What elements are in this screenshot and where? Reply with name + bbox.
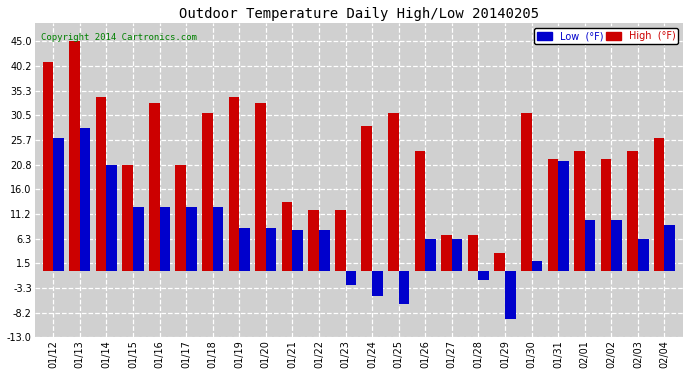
Text: Copyright 2014 Cartronics.com: Copyright 2014 Cartronics.com — [41, 33, 197, 42]
Bar — [133, 207, 144, 271]
Bar — [415, 151, 425, 271]
Bar — [399, 271, 409, 304]
Bar — [548, 159, 558, 271]
Bar — [441, 235, 452, 271]
Bar — [228, 98, 239, 271]
Bar — [601, 159, 611, 271]
Bar — [308, 210, 319, 271]
Bar — [452, 239, 462, 271]
Bar — [149, 103, 159, 271]
Bar — [175, 165, 186, 271]
Bar — [335, 210, 346, 271]
Bar — [319, 230, 330, 271]
Legend: Low  (°F), High  (°F): Low (°F), High (°F) — [535, 28, 678, 44]
Bar — [202, 113, 213, 271]
Bar — [239, 228, 250, 271]
Bar — [574, 151, 584, 271]
Bar — [654, 138, 664, 271]
Bar — [372, 271, 383, 297]
Bar — [638, 239, 649, 271]
Bar — [282, 202, 293, 271]
Bar — [213, 207, 224, 271]
Bar — [664, 225, 675, 271]
Bar — [362, 126, 372, 271]
Bar — [186, 207, 197, 271]
Bar — [558, 161, 569, 271]
Bar — [255, 103, 266, 271]
Bar — [80, 128, 90, 271]
Bar — [122, 165, 133, 271]
Bar — [627, 151, 638, 271]
Bar — [43, 62, 53, 271]
Bar — [521, 113, 531, 271]
Bar — [53, 138, 64, 271]
Bar — [346, 271, 356, 285]
Bar — [293, 230, 303, 271]
Bar — [106, 165, 117, 271]
Bar — [611, 220, 622, 271]
Bar — [159, 207, 170, 271]
Bar — [531, 261, 542, 271]
Bar — [388, 113, 399, 271]
Bar — [478, 271, 489, 280]
Bar — [425, 239, 436, 271]
Title: Outdoor Temperature Daily High/Low 20140205: Outdoor Temperature Daily High/Low 20140… — [179, 7, 539, 21]
Bar — [494, 253, 505, 271]
Bar — [266, 228, 277, 271]
Bar — [584, 220, 595, 271]
Bar — [505, 271, 515, 320]
Bar — [96, 98, 106, 271]
Bar — [468, 235, 478, 271]
Bar — [69, 41, 80, 271]
